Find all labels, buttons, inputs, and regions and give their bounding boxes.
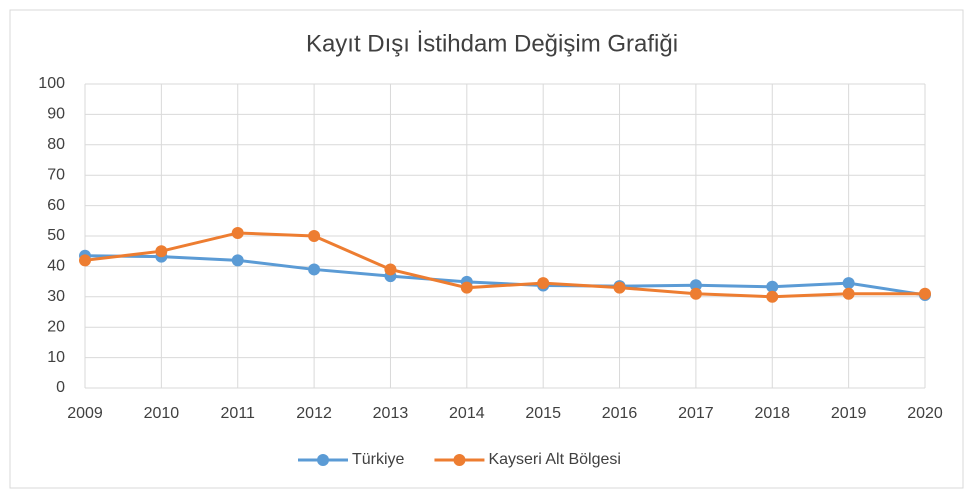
series-line bbox=[84, 231, 925, 299]
y-tick-label: 90 bbox=[47, 106, 65, 123]
y-tick-label: 0 bbox=[56, 379, 65, 396]
point bbox=[613, 281, 626, 294]
legend-marker bbox=[453, 454, 466, 466]
legend-label: Türkiye bbox=[352, 451, 405, 468]
chart-title: Kayıt Dışı İstihdam Değişim Grafiği bbox=[306, 30, 678, 57]
x-tick-label: 2017 bbox=[678, 405, 714, 422]
point bbox=[766, 280, 779, 293]
y-tick-label: 20 bbox=[47, 318, 65, 335]
point bbox=[79, 254, 91, 267]
x-tick-label: 2015 bbox=[525, 405, 561, 422]
y-tick-label: 40 bbox=[47, 258, 65, 275]
point bbox=[308, 263, 321, 276]
point bbox=[689, 279, 702, 292]
legend-marker bbox=[317, 454, 329, 466]
x-tick-label: 2011 bbox=[221, 405, 256, 422]
legend-label: Kayseri Alt Bölgesi bbox=[488, 451, 621, 468]
y-tick-label: 30 bbox=[47, 288, 65, 305]
point bbox=[308, 230, 321, 242]
point bbox=[231, 226, 244, 239]
point bbox=[460, 281, 473, 294]
y-tick-label: 100 bbox=[38, 75, 65, 92]
y-tick-label: 60 bbox=[47, 197, 65, 214]
y-tick-label: 80 bbox=[47, 136, 65, 153]
x-tick-label: 2009 bbox=[67, 405, 103, 422]
x-tick-label: 2012 bbox=[296, 405, 332, 422]
point bbox=[537, 277, 550, 290]
point bbox=[155, 245, 168, 258]
x-tick-label: 2016 bbox=[602, 405, 638, 422]
x-tick-label: 2018 bbox=[754, 405, 790, 422]
y-tick-label: 70 bbox=[47, 166, 65, 183]
point bbox=[689, 287, 702, 300]
x-tick-label: 2013 bbox=[373, 405, 409, 422]
series-line bbox=[84, 254, 926, 297]
y-tick-label: 10 bbox=[47, 349, 65, 366]
x-tick-label: 2010 bbox=[144, 405, 180, 422]
point bbox=[384, 263, 397, 276]
point bbox=[766, 290, 779, 303]
point bbox=[842, 287, 855, 300]
x-tick-label: 2020 bbox=[907, 405, 943, 422]
x-tick-label: 2019 bbox=[831, 405, 867, 422]
point bbox=[919, 287, 931, 300]
point bbox=[842, 277, 855, 290]
point bbox=[231, 254, 244, 267]
x-tick-label: 2014 bbox=[449, 405, 485, 422]
y-tick-label: 50 bbox=[47, 227, 65, 244]
